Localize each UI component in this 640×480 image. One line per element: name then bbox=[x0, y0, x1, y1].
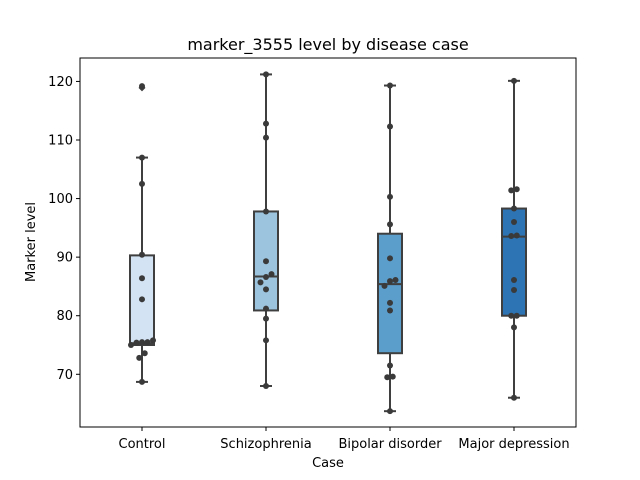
data-point bbox=[263, 71, 269, 78]
data-point bbox=[139, 275, 145, 282]
data-point bbox=[381, 282, 388, 289]
box-group bbox=[253, 71, 279, 389]
data-point bbox=[387, 123, 393, 130]
data-point bbox=[139, 154, 145, 161]
data-point bbox=[150, 337, 156, 344]
data-point bbox=[511, 276, 517, 283]
box-group bbox=[501, 77, 527, 401]
data-point bbox=[139, 339, 145, 346]
y-tick-label: 100 bbox=[48, 192, 73, 207]
data-point bbox=[387, 299, 393, 306]
data-point bbox=[263, 208, 269, 215]
data-point bbox=[263, 315, 269, 322]
data-point bbox=[511, 77, 517, 84]
data-point bbox=[511, 205, 517, 212]
data-point bbox=[139, 378, 145, 385]
y-tick-label: 70 bbox=[56, 368, 73, 383]
data-point bbox=[263, 305, 269, 312]
data-point bbox=[389, 373, 396, 380]
data-point bbox=[508, 187, 515, 194]
data-point bbox=[263, 258, 269, 265]
data-point bbox=[387, 221, 393, 228]
data-point bbox=[511, 286, 517, 293]
data-point bbox=[513, 312, 520, 319]
data-point bbox=[384, 374, 391, 381]
data-point bbox=[263, 383, 269, 389]
x-tick-label: Major depression bbox=[458, 437, 569, 452]
data-point bbox=[263, 337, 269, 344]
data-point bbox=[511, 324, 517, 331]
y-tick-label: 90 bbox=[56, 251, 73, 266]
data-point bbox=[128, 342, 134, 348]
data-point bbox=[387, 82, 393, 89]
y-axis-label: Marker level bbox=[24, 202, 39, 282]
data-point bbox=[387, 255, 393, 262]
data-point bbox=[268, 271, 275, 278]
data-point bbox=[263, 274, 269, 281]
data-point bbox=[263, 120, 269, 127]
data-point bbox=[144, 339, 151, 346]
y-axis: 70 80 90 100 110 120 bbox=[48, 75, 80, 383]
data-point bbox=[387, 408, 393, 415]
x-tick-label: Schizophrenia bbox=[220, 437, 311, 452]
data-point bbox=[263, 286, 269, 293]
y-tick-label: 120 bbox=[48, 75, 73, 90]
x-axis-label: Case bbox=[312, 456, 344, 471]
plot-area bbox=[128, 71, 527, 415]
data-point bbox=[392, 276, 399, 283]
box-group bbox=[128, 83, 156, 385]
data-point bbox=[263, 134, 269, 141]
data-point bbox=[139, 251, 145, 258]
data-point bbox=[139, 296, 145, 303]
data-point bbox=[387, 307, 393, 314]
y-tick-label: 110 bbox=[48, 134, 73, 149]
x-tick-label: Control bbox=[119, 437, 166, 452]
data-point bbox=[136, 354, 143, 361]
y-tick-label: 80 bbox=[56, 309, 73, 324]
data-point bbox=[513, 186, 520, 193]
box bbox=[377, 232, 403, 355]
data-point bbox=[508, 312, 515, 319]
x-tick-label: Bipolar disorder bbox=[338, 437, 442, 452]
data-point bbox=[139, 180, 145, 187]
data-point bbox=[133, 339, 140, 346]
data-point bbox=[141, 350, 148, 357]
x-axis: Control Schizophrenia Bipolar disorder Majo… bbox=[119, 427, 570, 452]
data-point bbox=[257, 279, 264, 286]
data-point bbox=[387, 278, 393, 285]
plot-frame bbox=[79, 57, 577, 428]
data-point bbox=[139, 83, 145, 90]
chart-title: marker_3555 level by disease case bbox=[187, 35, 468, 55]
box-group bbox=[377, 82, 403, 415]
data-point bbox=[513, 232, 520, 239]
data-point bbox=[511, 219, 517, 225]
data-point bbox=[508, 233, 515, 240]
data-point bbox=[387, 193, 393, 200]
data-point bbox=[511, 394, 517, 401]
data-point bbox=[387, 362, 393, 369]
